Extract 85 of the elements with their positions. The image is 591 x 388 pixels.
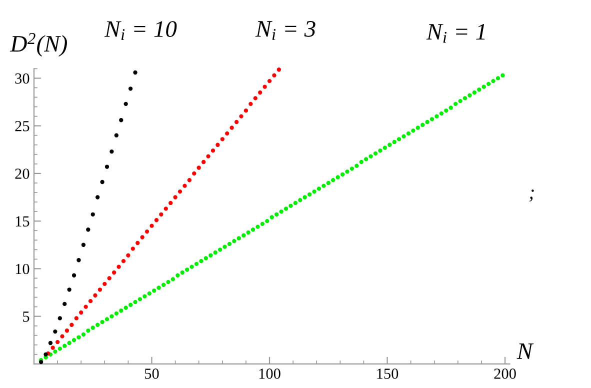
point [76, 258, 81, 262]
point [196, 166, 201, 170]
point [239, 114, 244, 118]
point [244, 108, 248, 113]
text: ; [530, 190, 534, 202]
x-tick-label: 200 [494, 368, 516, 379]
point [50, 346, 55, 350]
point [267, 78, 272, 84]
point [216, 142, 220, 147]
point [253, 96, 258, 100]
point [64, 328, 70, 333]
point [187, 178, 192, 182]
point [178, 189, 182, 194]
point [201, 160, 206, 164]
point [206, 154, 210, 158]
point [55, 340, 60, 344]
point [93, 293, 98, 298]
point [159, 212, 164, 216]
point [234, 120, 239, 124]
point [225, 131, 230, 136]
point [192, 171, 196, 176]
point [258, 90, 262, 95]
x-axis-title: N [516, 343, 534, 359]
point [220, 137, 224, 142]
point [48, 340, 53, 346]
point [98, 288, 102, 292]
point [53, 329, 58, 334]
point [173, 195, 178, 200]
y-tick-label: 5 [23, 312, 30, 322]
point [119, 118, 124, 122]
point [124, 102, 128, 106]
y-tick-label: 20 [15, 168, 30, 179]
series-label: N$_{i}$ = 10 [104, 21, 177, 40]
point [182, 184, 187, 188]
point [276, 68, 282, 72]
point [154, 218, 159, 222]
point [70, 322, 74, 327]
point [126, 253, 130, 258]
point [112, 270, 116, 275]
series-label: N$_{i}$ = 3 [255, 21, 316, 40]
y-tick-label: 30 [15, 73, 30, 84]
point [84, 304, 88, 309]
point [230, 126, 234, 130]
y-tick-label: 25 [15, 121, 30, 132]
point [116, 264, 121, 269]
series-label: N$_{i}$ = 1 [426, 24, 485, 43]
x-tick-label: 50 [144, 368, 159, 379]
point [60, 334, 64, 338]
point [210, 148, 216, 153]
point [86, 228, 90, 232]
point [140, 235, 144, 240]
y-axis-title: D$^{2}$(N) [10, 33, 67, 57]
point [102, 282, 107, 286]
point [168, 200, 173, 206]
point [72, 273, 76, 278]
y-tick-label: 15 [16, 216, 30, 227]
point [62, 302, 67, 306]
point [44, 352, 48, 357]
point [272, 73, 276, 78]
point [67, 288, 72, 292]
point [90, 212, 95, 216]
x-tick-label: 100 [259, 368, 280, 379]
point [104, 164, 110, 169]
point [130, 246, 135, 251]
point [144, 229, 150, 234]
point [100, 180, 104, 184]
point [164, 206, 168, 211]
y-tick-label: 10 [16, 264, 30, 274]
point [150, 224, 154, 228]
point [74, 316, 78, 320]
point [95, 195, 100, 200]
point [136, 240, 140, 246]
point [79, 310, 84, 315]
point [81, 242, 86, 247]
point [58, 316, 62, 320]
point [133, 70, 138, 75]
point [110, 149, 114, 154]
point [114, 133, 118, 138]
point [121, 258, 126, 264]
point [248, 102, 253, 106]
point [88, 298, 93, 304]
point [107, 276, 112, 280]
point [128, 86, 133, 91]
x-tick-label: 150 [377, 368, 398, 379]
point [262, 84, 267, 89]
